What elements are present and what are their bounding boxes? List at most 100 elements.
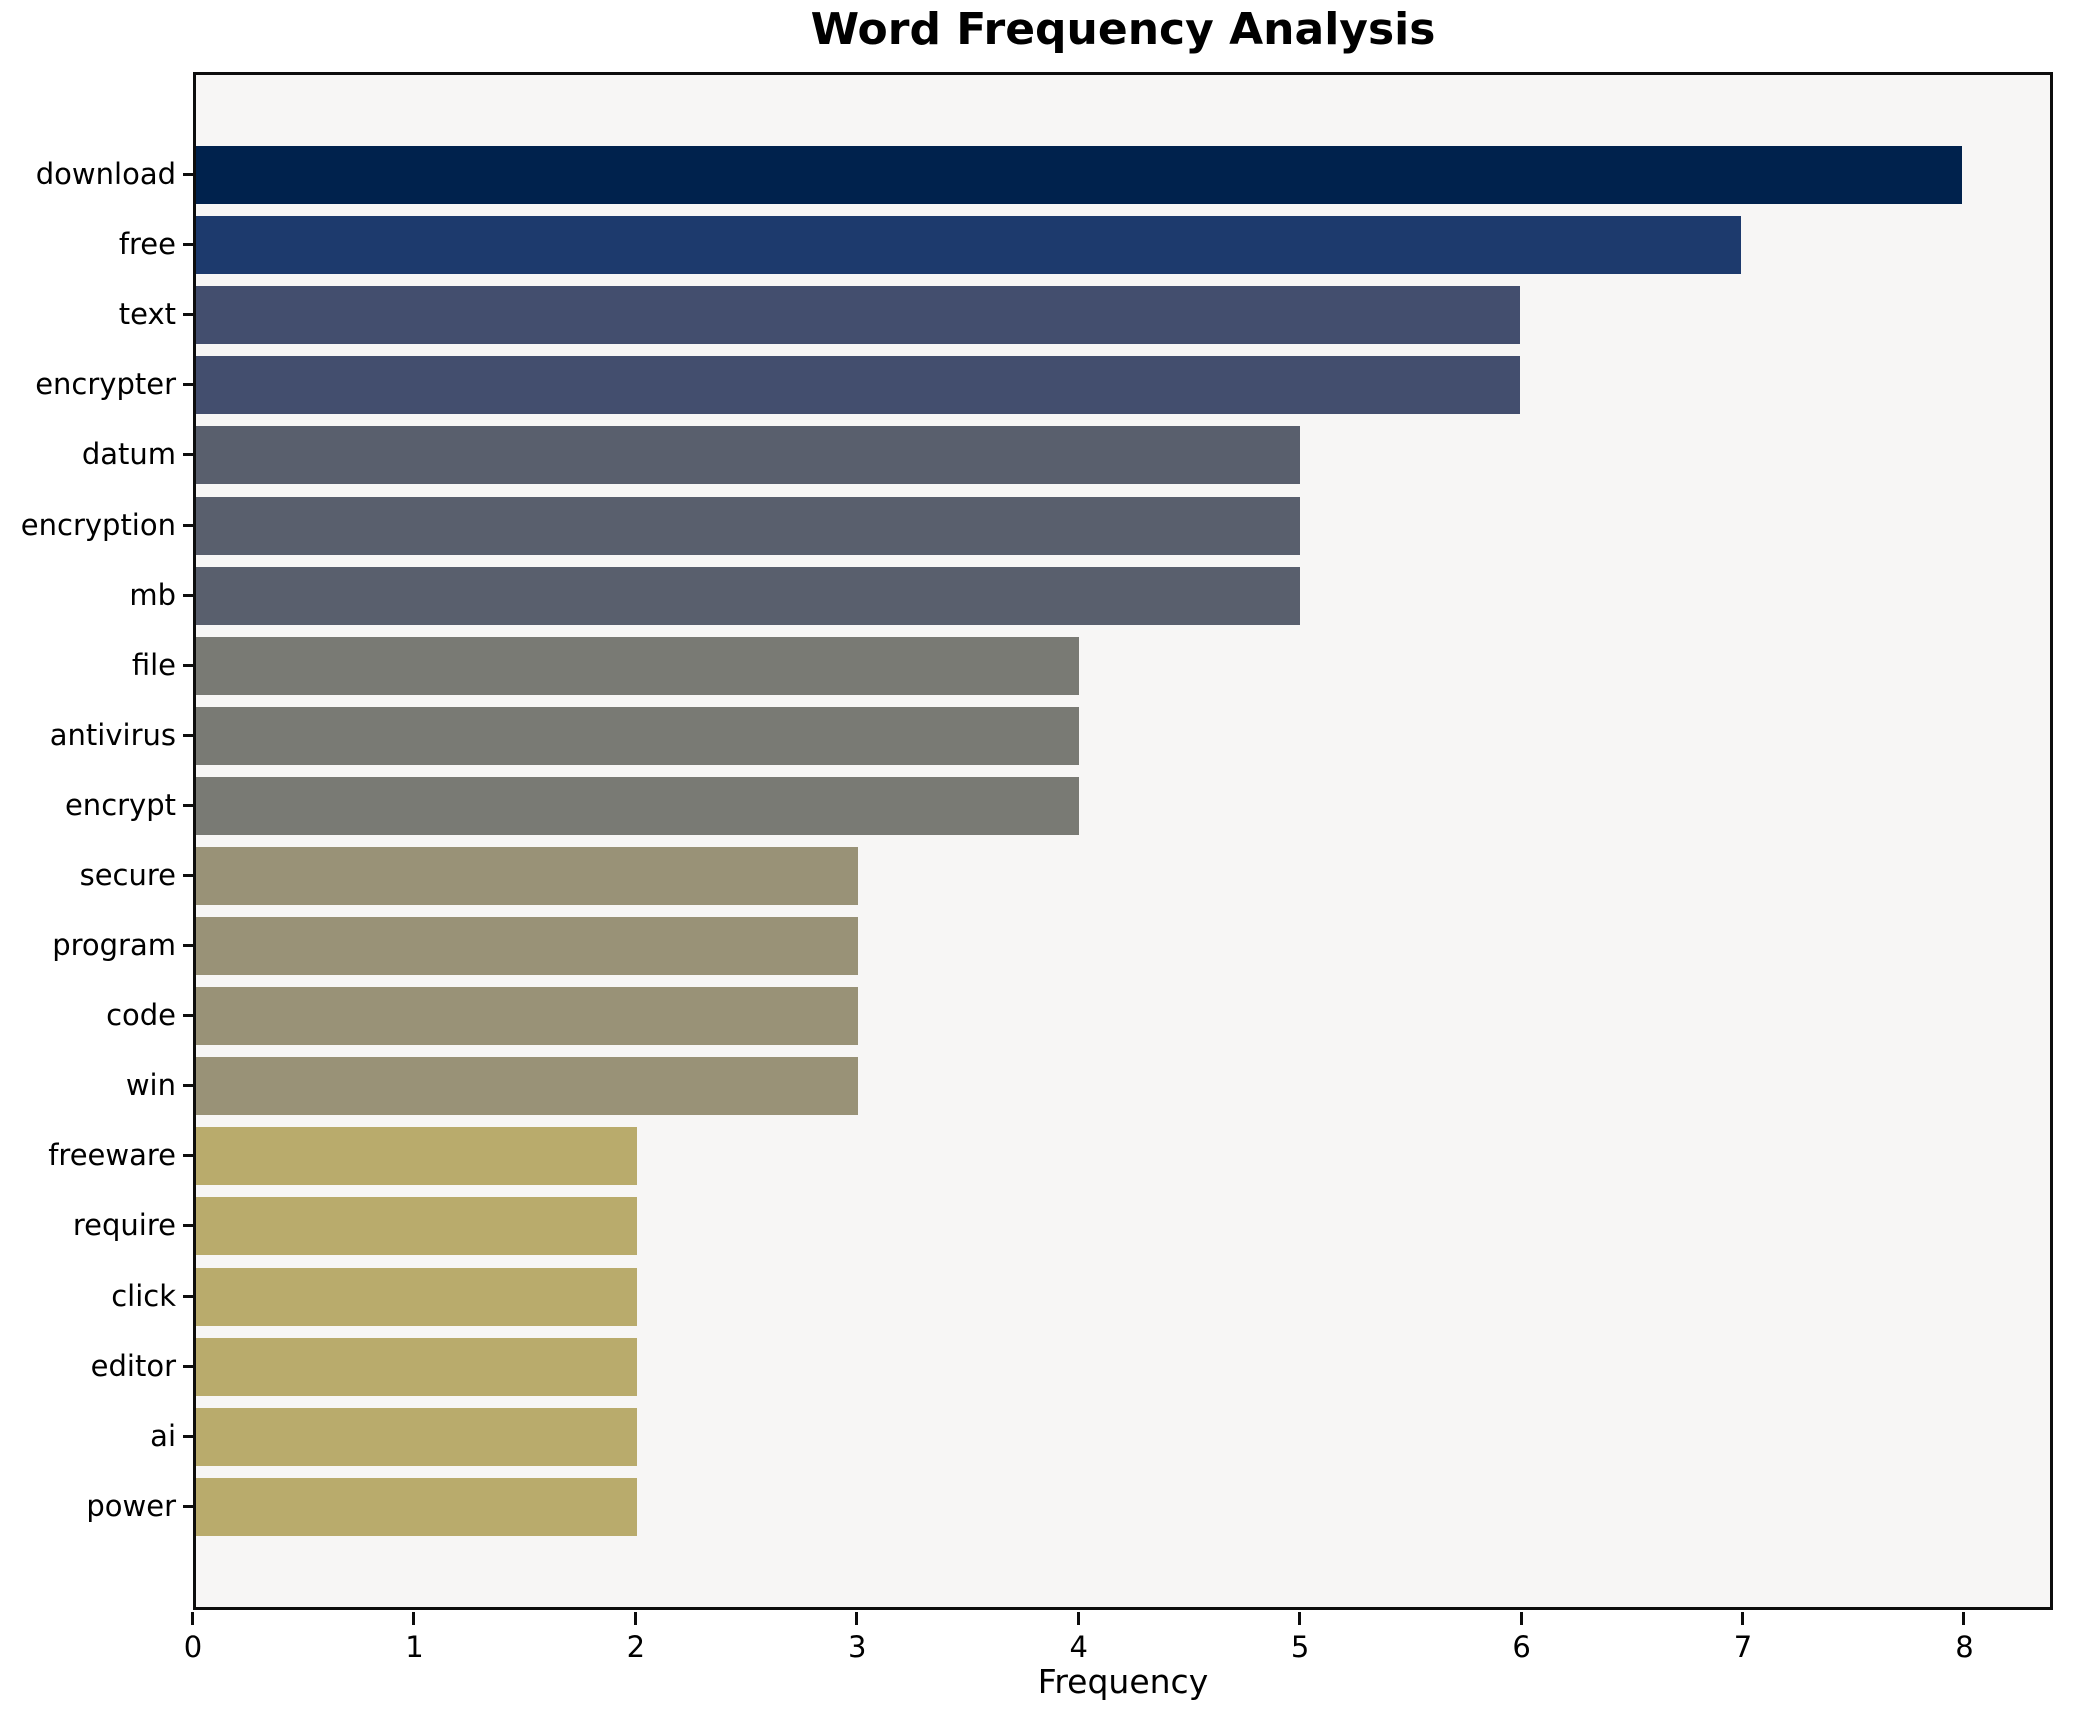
bar	[196, 1197, 638, 1256]
bar-row: encrypt	[65, 771, 2050, 841]
category-label: antivirus	[49, 717, 176, 752]
bar-row: editor	[91, 1332, 2050, 1402]
bar-row: antivirus	[50, 701, 2050, 771]
bar	[196, 146, 1962, 205]
bar-row: datum	[82, 420, 2050, 490]
y-tick-mark	[183, 803, 196, 807]
x-tick-label: 5	[1290, 1630, 1310, 1664]
category-label: encrypter	[35, 367, 176, 402]
x-tick-label: 3	[848, 1630, 867, 1664]
bar-row: text	[119, 280, 2050, 350]
bar	[196, 216, 1741, 275]
y-tick-mark	[183, 1084, 196, 1088]
x-tick-mark	[1076, 1612, 1080, 1625]
category-label: text	[118, 297, 176, 332]
bar	[196, 987, 859, 1046]
y-tick-mark	[183, 383, 196, 387]
y-tick-mark	[183, 313, 196, 317]
plot-area: download free text encrypter datum encryption…	[21, 72, 2053, 1610]
y-tick-mark	[183, 1014, 196, 1018]
bar	[196, 636, 1079, 695]
y-tick-mark	[183, 1154, 196, 1158]
category-label: file	[131, 647, 176, 682]
bar-row: file	[132, 631, 2050, 701]
bar	[196, 1477, 638, 1536]
category-label: click	[111, 1278, 176, 1313]
bar	[196, 846, 859, 905]
category-label: ai	[150, 1418, 176, 1453]
bar	[196, 917, 859, 976]
x-tick-label: 8	[1955, 1630, 1974, 1664]
bar	[196, 286, 1521, 345]
y-tick-mark	[183, 1434, 196, 1438]
x-tick-mark	[1298, 1612, 1302, 1625]
bar	[196, 426, 1300, 485]
x-tick-label: 4	[1069, 1630, 1088, 1664]
bar-row: download	[36, 140, 2050, 210]
bar	[196, 356, 1521, 415]
category-label: mb	[129, 577, 176, 612]
category-label: datum	[81, 437, 176, 472]
x-tick-label: 2	[626, 1630, 646, 1664]
bar	[196, 1127, 638, 1186]
bar-row: code	[106, 981, 2050, 1051]
bar-row: freeware	[48, 1121, 2050, 1191]
category-label: encryption	[20, 507, 176, 542]
y-tick-mark	[183, 1364, 196, 1368]
bar-row: encrypter	[35, 350, 2050, 420]
bar-row: click	[111, 1262, 2050, 1332]
bar	[196, 566, 1300, 625]
x-axis-title: Frequency	[1037, 1662, 1209, 1701]
x-tick-mark	[855, 1612, 859, 1625]
category-label: secure	[79, 857, 176, 892]
category-label: editor	[90, 1348, 176, 1383]
y-tick-mark	[183, 1224, 196, 1228]
x-tick-label: 7	[1733, 1630, 1753, 1664]
category-label: free	[118, 227, 176, 262]
category-label: freeware	[48, 1138, 176, 1173]
y-tick-mark	[183, 944, 196, 948]
x-tick-label: 1	[405, 1630, 424, 1664]
bar	[196, 1337, 638, 1396]
category-label: win	[125, 1068, 176, 1103]
bar-row: encryption	[21, 490, 2050, 560]
chart-title: Word Frequency Analysis	[810, 4, 1436, 55]
y-tick-mark	[183, 523, 196, 527]
y-tick-mark	[183, 173, 196, 177]
y-tick-mark	[183, 663, 196, 667]
bar	[196, 496, 1300, 555]
bar-row: mb	[129, 561, 2050, 631]
x-tick-label: 6	[1512, 1630, 1531, 1664]
y-tick-mark	[183, 453, 196, 457]
x-tick-mark	[412, 1612, 416, 1625]
bar	[196, 776, 1079, 835]
bar	[196, 706, 1079, 765]
category-label: power	[86, 1488, 176, 1523]
x-tick-label: 0	[183, 1630, 203, 1664]
bar	[196, 1267, 638, 1326]
bar-row: require	[73, 1191, 2050, 1261]
y-tick-mark	[183, 1294, 196, 1298]
bar-row: program	[52, 911, 2050, 981]
x-tick-mark	[1741, 1612, 1744, 1625]
category-label: download	[35, 156, 176, 191]
bar-row: free	[119, 210, 2050, 280]
bar-row: secure	[80, 841, 2050, 911]
y-tick-mark	[183, 1504, 196, 1508]
y-tick-mark	[183, 873, 196, 877]
category-label: code	[106, 998, 176, 1033]
x-tick-mark	[191, 1612, 194, 1625]
bar-row: power	[86, 1472, 2050, 1542]
y-tick-mark	[183, 593, 196, 597]
x-tick-mark	[1962, 1612, 1966, 1625]
x-tick-mark	[633, 1612, 637, 1625]
bar-rows: download free text encrypter datum encryption…	[21, 140, 2050, 1542]
bar	[196, 1407, 638, 1466]
category-label: program	[52, 927, 176, 962]
bar-row: win	[126, 1051, 2050, 1121]
bar	[196, 1057, 859, 1116]
x-tick-mark	[1519, 1612, 1523, 1625]
category-label: require	[72, 1208, 176, 1243]
category-label: encrypt	[64, 787, 176, 822]
